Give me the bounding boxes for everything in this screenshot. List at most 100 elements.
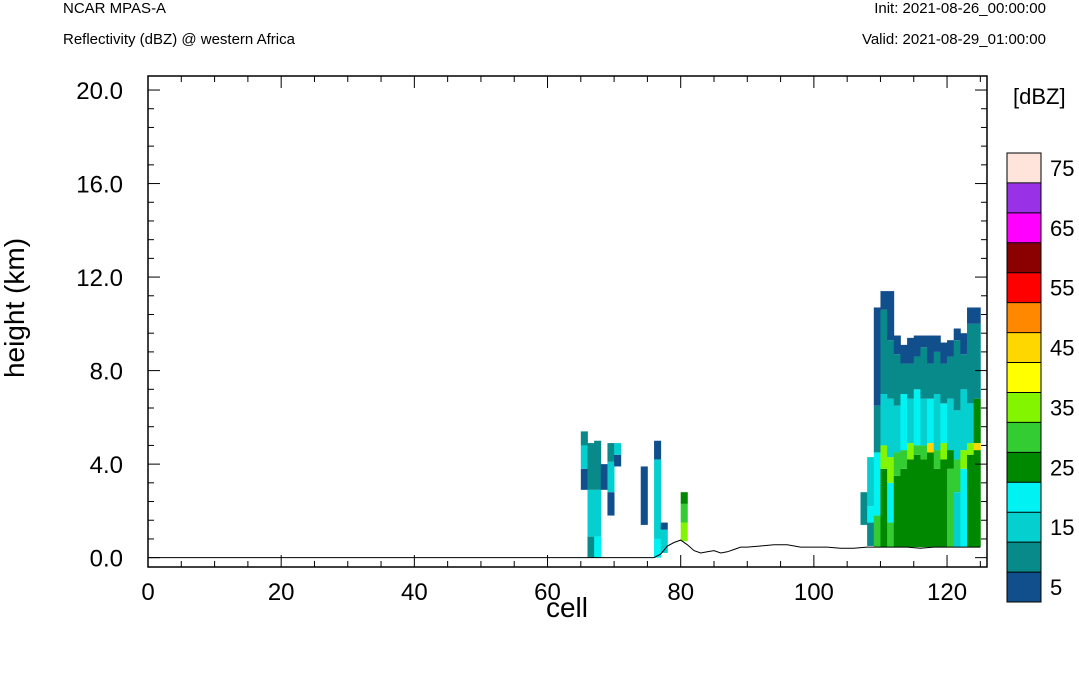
reflectivity-cell (607, 461, 615, 493)
reflectivity-cell (947, 340, 955, 357)
reflectivity-cell (907, 443, 915, 460)
reflectivity-cell (933, 351, 941, 394)
reflectivity-cell (967, 443, 975, 455)
terrain-layer (148, 539, 981, 559)
reflectivity-cell (654, 538, 662, 558)
reflectivity-cell (893, 475, 901, 548)
reflectivity-cell (900, 450, 908, 469)
axis-ticks (147, 76, 987, 567)
reflectivity-cell (907, 398, 915, 444)
valid-time: Valid: 2021-08-29_01:00:00 (861, 31, 1046, 48)
reflectivity-cell (660, 529, 668, 553)
reflectivity-cell (967, 307, 975, 324)
reflectivity-cell (893, 335, 901, 355)
reflectivity-cell (873, 405, 881, 453)
x-tick-label: 120 (927, 579, 967, 606)
reflectivity-cell (933, 393, 941, 451)
reflectivity-cell (953, 459, 961, 493)
reflectivity-cell (960, 389, 968, 451)
reflectivity-cell (960, 468, 968, 548)
reflectivity-cell (580, 431, 588, 446)
colorbar: 5 15 25 35 45 55 65 75 (1006, 152, 1074, 603)
reflectivity-cell (660, 522, 668, 530)
reflectivity-cell (907, 459, 915, 548)
reflectivity-cell (953, 340, 961, 411)
x-tick-label: 0 (141, 579, 154, 606)
plot-subtitle: Reflectivity (dBZ) @ western Africa (63, 31, 295, 48)
y-tick-label: 16.0 (76, 172, 123, 199)
y-tick-label: 8.0 (90, 359, 123, 386)
reflectivity-cell (973, 307, 981, 324)
reflectivity-cell (900, 363, 908, 394)
reflectivity-cell (953, 328, 961, 341)
reflectivity-cell (953, 410, 961, 460)
reflectivity-cell (960, 450, 968, 469)
reflectivity-cell (880, 291, 888, 310)
reflectivity-cell (973, 398, 981, 444)
reflectivity-cell (887, 340, 895, 399)
reflectivity-cell (967, 454, 975, 548)
reflectivity-cell (947, 356, 955, 399)
colorbar-swatch (1007, 452, 1041, 483)
reflectivity-cell (867, 457, 875, 507)
reflectivity-cell (680, 503, 688, 523)
reflectivity-cell (900, 468, 908, 548)
reflectivity-cell (967, 323, 975, 404)
reflectivity-cell (867, 522, 875, 546)
reflectivity-cell (860, 492, 868, 525)
reflectivity-cell (640, 466, 648, 525)
reflectivity-cell (920, 459, 928, 548)
reflectivity-cell (913, 445, 921, 455)
reflectivity-cell (960, 333, 968, 355)
x-tick-label: 40 (401, 579, 428, 606)
terrain-line (148, 539, 981, 559)
reflectivity-cell (867, 506, 875, 523)
colorbar-swatch (1007, 272, 1041, 303)
reflectivity-cell (913, 454, 921, 548)
x-tick-labels: 0 20 40 60 80 100 120 (141, 579, 967, 606)
colorbar-frame (1006, 152, 1042, 603)
reflectivity-cell (920, 398, 928, 446)
colorbar-label: 65 (1050, 216, 1074, 241)
reflectivity-cell (927, 363, 935, 399)
reflectivity-cell (594, 536, 602, 558)
y-tick-label: 4.0 (90, 452, 123, 479)
reflectivity-cell (607, 492, 615, 516)
init-time: Init: 2021-08-26_00:00:00 (874, 0, 1046, 17)
colorbar-swatch (1007, 392, 1041, 423)
colorbar-swatch (1007, 302, 1041, 333)
reflectivity-cell (887, 398, 895, 458)
y-tick-label: 12.0 (76, 265, 123, 292)
y-tick-labels: 0.0 4.0 8.0 12.0 16.0 20.0 (76, 78, 123, 573)
reflectivity-cell (907, 363, 915, 399)
colorbar-label: 75 (1050, 156, 1074, 181)
colorbar-label: 5 (1050, 575, 1062, 600)
reflectivity-cell (587, 536, 595, 558)
reflectivity-cell (920, 347, 928, 399)
reflectivity-cell (967, 403, 975, 444)
reflectivity-cell (887, 482, 895, 523)
reflectivity-cell (940, 363, 948, 404)
reflectivity-cell (880, 393, 888, 446)
reflectivity-cell (880, 309, 888, 394)
reflectivity-cells (580, 291, 981, 558)
colorbar-swatch (1007, 242, 1041, 274)
reflectivity-cell (893, 405, 901, 453)
reflectivity-cell (933, 450, 941, 469)
plot-frame (147, 75, 988, 568)
colorbar-swatch (1007, 182, 1041, 214)
colorbar-label: 35 (1050, 395, 1074, 420)
reflectivity-cell (873, 452, 881, 516)
reflectivity-cell (947, 398, 955, 451)
reflectivity-cell (940, 459, 948, 548)
colorbar-swatch (1007, 512, 1041, 543)
reflectivity-cell (927, 335, 935, 364)
colorbar-label: 55 (1050, 276, 1074, 301)
reflectivity-cell (893, 354, 901, 406)
reflectivity-cell (654, 440, 662, 460)
x-tick-label: 80 (667, 579, 694, 606)
colorbar-label: 45 (1050, 336, 1074, 361)
reflectivity-cell (680, 492, 688, 504)
reflectivity-cell (900, 393, 908, 451)
reflectivity-cell (580, 468, 588, 490)
